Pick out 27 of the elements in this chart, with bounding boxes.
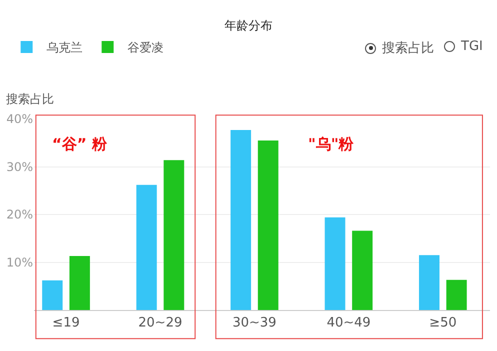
x-tick-label: 20~29 [138,316,182,331]
y-tick-label: 10% [6,255,33,270]
legend-label: 谷爱凌 [128,40,164,55]
y-tick-label: 20% [6,208,33,222]
y-tick-label: 40% [6,112,33,126]
bar [42,280,63,310]
radio-button: 搜索占比 [365,39,434,57]
bar [230,130,252,310]
x-tick-label: ≤19 [52,316,80,331]
y-axis-title: 搜索占比 [6,92,54,106]
y-tick-label: 30% [6,160,33,174]
bar [324,217,346,310]
bar [352,230,373,310]
x-tick-label: 40~49 [326,316,371,331]
bar [164,160,184,310]
legend-label: 乌克兰 [46,40,83,55]
x-tick-label: ≥50 [429,316,457,331]
bar [69,256,90,310]
bar [446,280,467,310]
annotation: “谷” 粉 [52,135,107,154]
bar [258,140,278,310]
bar [136,184,157,310]
x-tick-label: 30~39 [232,316,276,331]
chart-title: 年龄分布 [224,18,272,32]
annotation: "乌"粉 [308,135,354,154]
bar [418,255,440,310]
radio-button: TGI [444,39,483,54]
